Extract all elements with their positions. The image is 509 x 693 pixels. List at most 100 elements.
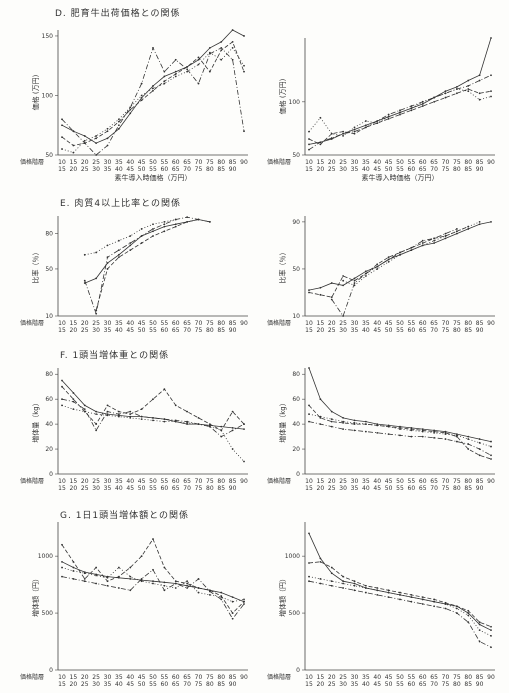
data-point [186, 70, 189, 73]
x-tick-top: 40 [126, 674, 134, 681]
data-point [140, 235, 143, 237]
data-point [387, 425, 390, 428]
data-point [353, 130, 356, 133]
x-tick-top: 15 [317, 159, 325, 166]
data-point [140, 408, 143, 411]
data-point [231, 429, 234, 432]
data-point [364, 275, 367, 277]
data-point [129, 249, 132, 252]
data-point [220, 429, 223, 432]
data-point [129, 578, 132, 580]
data-point [410, 426, 413, 429]
x-tick-top: 80 [464, 320, 472, 327]
x-tick-bottom: 50 [385, 681, 393, 688]
x-tick-bottom: 45 [373, 485, 381, 492]
data-point [467, 88, 470, 90]
data-point [455, 232, 458, 235]
x-tick-bottom: 60 [408, 485, 416, 492]
data-point [61, 398, 63, 401]
x-tick-bottom: 45 [373, 327, 381, 334]
data-point [319, 286, 322, 289]
x-tick-top: 15 [70, 674, 78, 681]
data-point [140, 415, 143, 418]
data-point [208, 425, 211, 428]
data-point [376, 263, 379, 266]
x-class-label: 価格階層 [267, 477, 291, 485]
data-point [117, 415, 120, 418]
x-tick-top: 65 [430, 478, 438, 485]
data-point [455, 230, 458, 233]
y-axis-label: 増体額（円） [31, 575, 40, 617]
data-point [83, 410, 86, 413]
data-point [95, 413, 98, 416]
data-point [342, 279, 345, 282]
data-point [243, 64, 245, 67]
x-tick-top: 35 [362, 159, 370, 166]
data-point [106, 137, 109, 140]
data-point [83, 572, 86, 575]
data-point [490, 454, 492, 457]
data-point [95, 251, 98, 254]
data-point [330, 572, 333, 575]
y-axis-label: 比率（％） [31, 249, 40, 284]
data-point [61, 566, 63, 569]
data-point [376, 589, 379, 592]
data-point [387, 256, 390, 259]
data-point [129, 242, 132, 244]
data-point [117, 118, 120, 121]
data-point [330, 425, 333, 428]
x-tick-bottom: 70 [183, 681, 191, 688]
data-point [421, 429, 424, 432]
x-tick-top: 40 [126, 478, 134, 485]
x-tick-bottom: 20 [317, 166, 325, 173]
data-point [163, 388, 166, 391]
x-tick-bottom: 15 [58, 485, 66, 492]
data-point [163, 82, 166, 85]
x-tick-bottom: 75 [195, 166, 203, 173]
data-point [319, 416, 322, 419]
x-tick-bottom: 80 [206, 681, 214, 688]
x-tick-bottom: 45 [373, 681, 381, 688]
x-tick-bottom: 55 [149, 327, 157, 334]
data-point [490, 74, 492, 77]
y-tick-label: 1000 [38, 553, 53, 560]
data-point [364, 430, 367, 433]
x-tick-bottom: 90 [476, 327, 484, 334]
series-line [61, 380, 245, 430]
x-tick-bottom: 65 [419, 166, 427, 173]
data-point [376, 587, 379, 589]
series-line [308, 88, 492, 145]
x-tick-bottom: 15 [305, 485, 313, 492]
x-tick-bottom: 50 [138, 681, 146, 688]
data-point [433, 96, 436, 99]
x-tick-top: 75 [453, 159, 461, 166]
x-tick-bottom: 75 [442, 166, 450, 173]
data-point [444, 431, 447, 434]
data-point [61, 118, 63, 121]
x-tick-top: 90 [240, 159, 248, 166]
data-point [308, 404, 310, 407]
y-tick-label: 100 [42, 92, 54, 99]
x-tick-top: 20 [81, 159, 89, 166]
data-point [387, 589, 390, 592]
data-point [387, 433, 390, 435]
data-point [95, 277, 98, 280]
data-point [342, 420, 345, 423]
data-point [353, 589, 356, 592]
data-point [467, 609, 470, 612]
x-tick-bottom: 75 [195, 327, 203, 334]
data-point [140, 580, 143, 583]
data-point [83, 253, 86, 256]
data-point [117, 410, 120, 413]
data-point [106, 268, 109, 270]
x-tick-top: 70 [195, 320, 203, 327]
x-tick-top: 45 [385, 320, 393, 327]
data-point [72, 566, 75, 569]
data-point [186, 421, 189, 424]
x-tick-top: 55 [161, 159, 169, 166]
data-point [353, 277, 356, 280]
data-point [129, 108, 132, 111]
data-point [163, 80, 166, 83]
data-point [163, 566, 166, 569]
data-point [399, 113, 401, 116]
